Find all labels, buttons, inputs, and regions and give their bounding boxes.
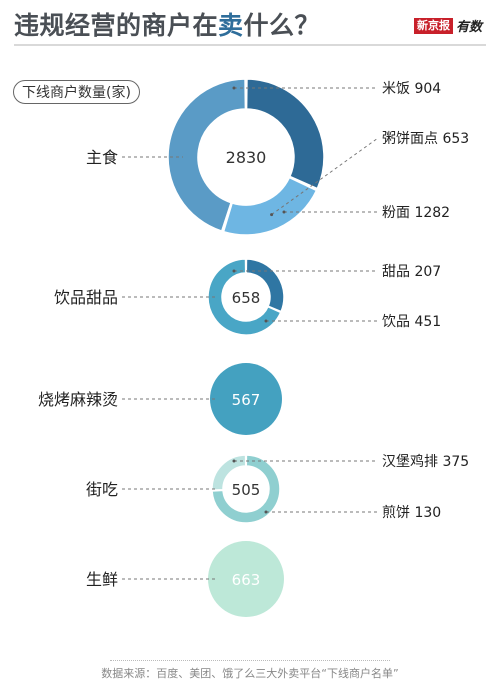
slice-label: 煎饼 130 <box>382 505 441 521</box>
category-label: 生鲜 <box>86 570 118 589</box>
donut-slice <box>210 363 282 435</box>
slice-label: 粥饼面点 653 <box>382 130 469 147</box>
slice-leader-line <box>271 137 379 215</box>
slice-label: 饮品 451 <box>382 314 441 330</box>
leader-dot <box>232 459 236 463</box>
donut-slice <box>245 78 325 190</box>
category-label: 饮品甜品 <box>54 288 118 307</box>
donut-total-label: 663 <box>232 571 261 589</box>
donut-total-label: 658 <box>232 289 261 307</box>
leader-dot <box>264 510 268 514</box>
slice-label: 汉堡鸡排 375 <box>382 453 469 470</box>
title-highlight: 卖 <box>218 11 244 40</box>
brand-name: 新京报 <box>413 17 453 34</box>
slice-label: 甜品 207 <box>382 264 441 280</box>
title-divider <box>14 44 486 46</box>
slice-label: 米饭 904 <box>382 81 441 97</box>
leader-dot <box>264 319 268 323</box>
donut-total-label: 505 <box>232 481 261 499</box>
donut-slice <box>207 258 282 336</box>
category-label: 烧烤麻辣烫 <box>38 390 118 409</box>
leader-dot <box>282 210 286 214</box>
donut-total-label: 567 <box>232 391 261 409</box>
leader-dot <box>232 269 236 273</box>
unit-label: 下线商户数量(家) <box>13 80 140 104</box>
donut-slice <box>245 258 285 313</box>
donut-slice <box>211 454 281 524</box>
category-label: 街吃 <box>86 480 118 499</box>
donut-slice <box>211 454 247 491</box>
chart-title: 违规经营的商户在卖什么？ <box>14 6 320 42</box>
brand-logo: 新京报 有数 <box>413 16 482 35</box>
leader-dot <box>270 213 274 217</box>
donut-slice <box>167 78 247 233</box>
footer-divider <box>110 660 390 661</box>
donut-total-label: 2830 <box>226 148 267 167</box>
data-source: 数据来源：百度、美团、饿了么三大外卖平台“下线商户名单” <box>101 667 399 680</box>
category-label: 主食 <box>86 148 118 167</box>
brand-sub: 有数 <box>455 20 482 35</box>
donut-slice <box>208 541 284 617</box>
donut-slice <box>222 176 318 236</box>
slice-label: 粉面 1282 <box>382 205 450 221</box>
leader-dot <box>232 86 236 90</box>
title-prefix: 违规经营的商户在 <box>14 11 219 40</box>
title-suffix: 什么？ <box>243 11 321 40</box>
